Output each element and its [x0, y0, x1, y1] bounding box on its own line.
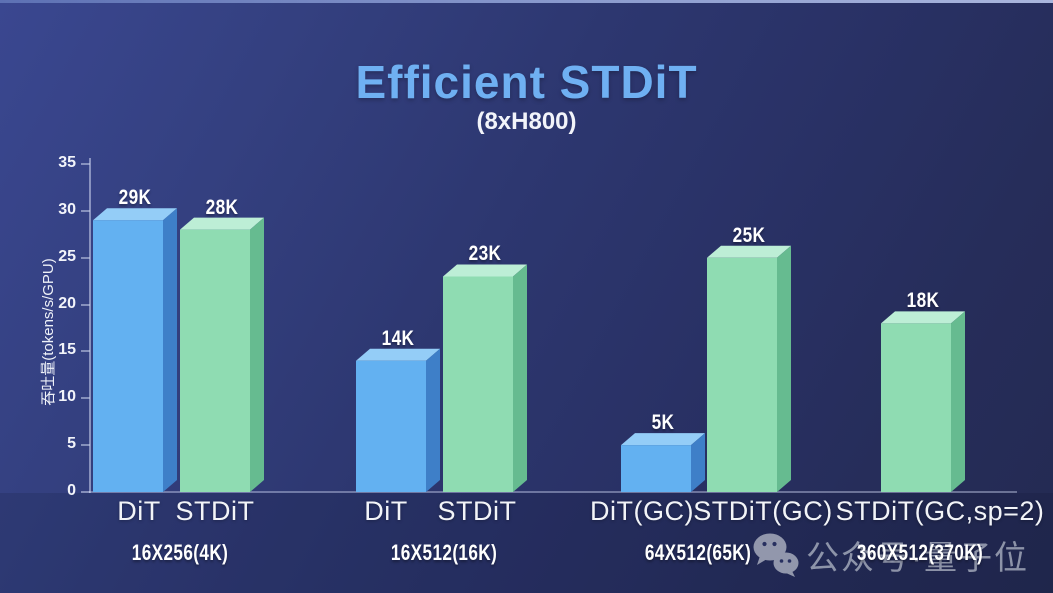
top-edge-highlight: [0, 0, 1053, 3]
y-tick-mark: [81, 350, 90, 353]
bar-STDiT: [180, 217, 264, 492]
y-tick-label: 5: [67, 435, 76, 453]
y-tick-mark: [81, 256, 90, 259]
y-tick-label: 15: [58, 341, 76, 359]
bar-STDiT(GC): [707, 245, 791, 492]
y-tick-mark: [81, 397, 90, 400]
y-tick-label: 35: [58, 154, 76, 171]
bar-DiT: [93, 208, 177, 492]
bottom-band: [0, 493, 1053, 593]
x-axis-line: [89, 491, 1017, 493]
watermark: 公众号·量子位: [752, 531, 1029, 579]
y-tick-mark: [81, 491, 90, 493]
bar-DiT: [356, 348, 440, 492]
y-tick-label: 10: [58, 388, 76, 406]
y-tick-label: 0: [67, 482, 76, 499]
y-tick-label: 25: [58, 247, 76, 265]
y-tick-label: 30: [58, 200, 76, 218]
chart-subtitle: (8xH800): [476, 108, 577, 135]
wechat-icon: [752, 532, 800, 578]
chart-title: Efficient STDiT: [355, 56, 698, 108]
bar-DiT(GC): [621, 433, 705, 492]
y-tick-mark: [81, 163, 90, 165]
y-tick-label: 20: [58, 294, 76, 312]
y-tick-mark: [81, 444, 90, 447]
watermark-text: 公众号·量子位: [806, 539, 1029, 576]
bar-STDiT: [443, 264, 527, 492]
bar-STDiT(GC,sp=2): [881, 311, 965, 492]
y-tick-mark: [81, 209, 90, 212]
y-tick-mark: [81, 303, 90, 306]
y-axis-line: [89, 158, 91, 493]
